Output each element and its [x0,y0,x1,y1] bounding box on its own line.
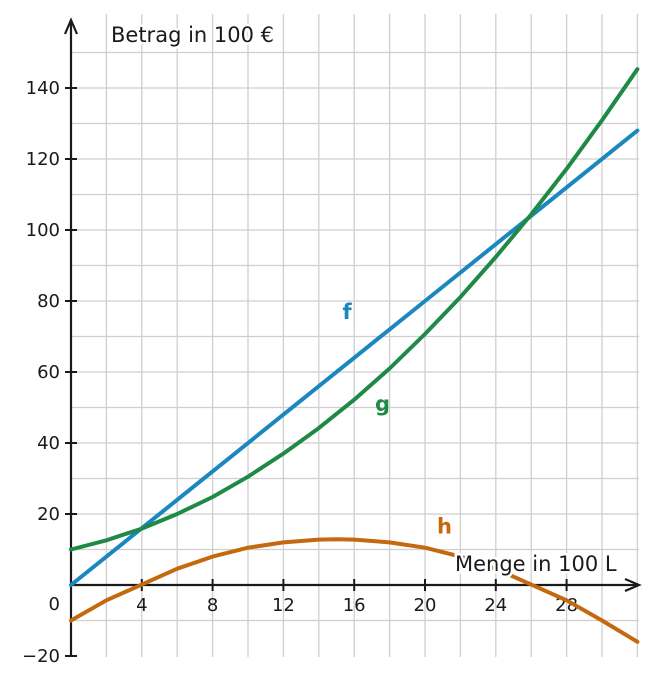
series-label-h: h [437,515,452,539]
series-label-g: g [375,392,390,416]
x-tick-label: 24 [484,595,507,616]
tick-labels: 4 8 12 16 20 24 28 20 40 60 80 100 120 140 0 −20 [22,78,578,667]
y-tick-label: 60 [37,362,60,383]
grid [71,14,639,657]
x-axis-arrow [624,577,642,593]
y-tick-label: 140 [26,78,60,99]
x-tick-label: 12 [272,595,295,616]
x-tick-label: 28 [555,595,578,616]
x-tick-label: 16 [343,595,366,616]
x-tick-label: 4 [136,595,147,616]
y-tick-label: 20 [37,504,60,525]
series-line-g [69,67,640,552]
x-axis-label: Menge in 100 L [455,552,617,576]
x-tick-label: 8 [207,595,218,616]
y-tick-label: 120 [26,149,60,170]
series-label-f: f [343,300,353,324]
series-line-h [69,537,640,644]
y-tick-label: 80 [37,291,60,312]
y-tick-label: 0 [49,594,60,615]
series-layer: f g h [69,67,640,644]
y-tick-label: 40 [37,433,60,454]
y-axis-arrow [63,17,79,35]
y-axis-label: Betrag in 100 € [111,23,274,47]
y-tick-label: −20 [22,646,60,667]
y-tick-label: 100 [26,220,60,241]
series-line-f [69,128,640,587]
x-tick-label: 20 [414,595,437,616]
